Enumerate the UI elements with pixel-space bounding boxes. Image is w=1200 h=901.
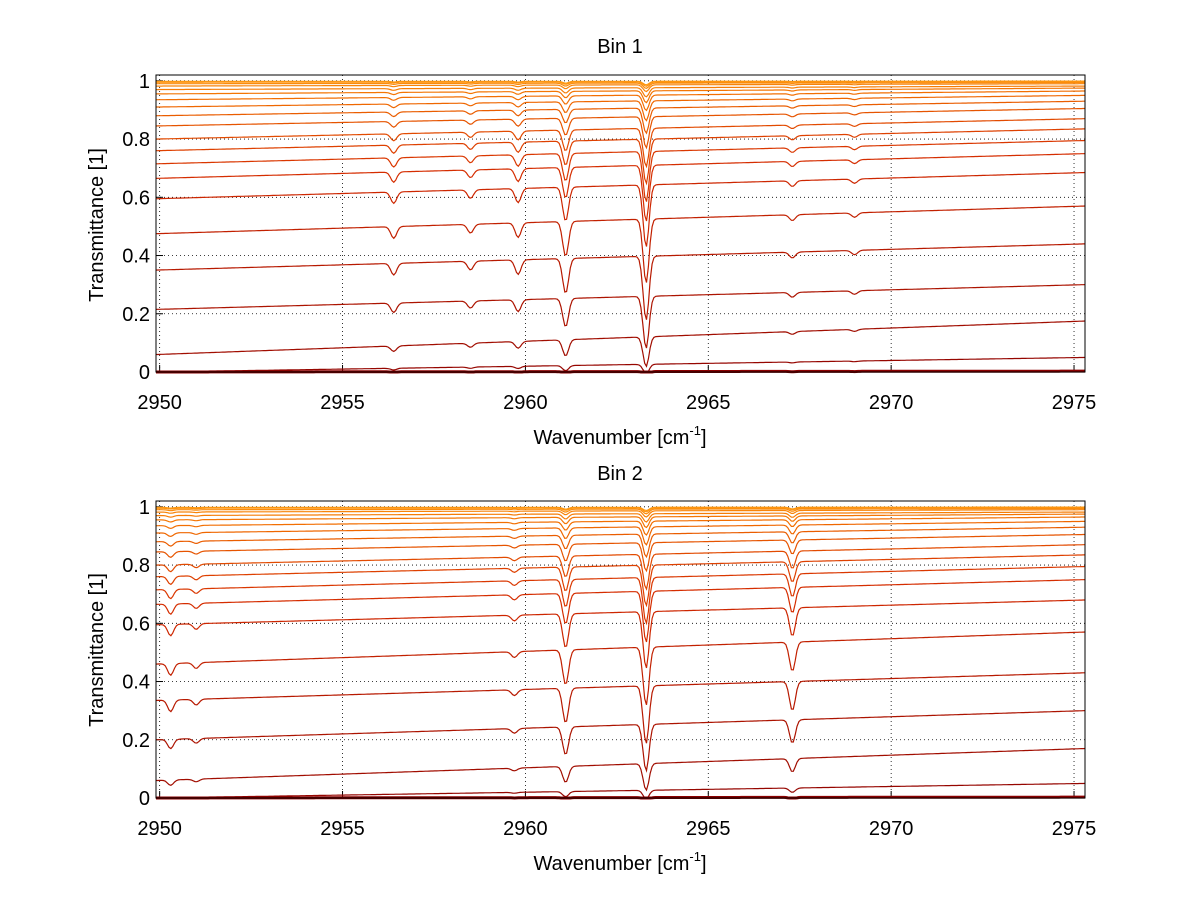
x-tick-label: 2975 (1052, 818, 1097, 840)
chart-panel-bin-2: Bin 2 2950 2955 2960 2965 2970 2975 0 0.2 0.4 0.6… (86, 463, 1096, 875)
x-axis-label-tail: ] (701, 853, 707, 875)
transmittance-series-line (156, 511, 1085, 523)
x-axis-label-superscript: -1 (689, 423, 701, 438)
plot-area (156, 501, 1085, 798)
transmittance-series-line (156, 81, 1085, 87)
transmittance-series-line (155, 516, 1085, 536)
y-tick-label: 0 (139, 788, 150, 810)
x-tick-label: 2970 (869, 818, 914, 840)
transmittance-series-line (155, 153, 1086, 222)
x-axis-label-main: Wavenumber [cm (533, 427, 689, 449)
transmittance-series-line (156, 565, 1086, 626)
axes-frame (155, 74, 1086, 373)
transmittance-series-line (156, 520, 1085, 546)
y-tick-label: 0.2 (122, 304, 150, 326)
transmittance-series-line (156, 83, 1085, 93)
axes-frame (155, 500, 1086, 799)
transmittance-series-line (156, 139, 1086, 202)
transmittance-series-line (156, 320, 1086, 368)
y-tick-label: 0.8 (122, 129, 150, 151)
x-tick-label: 2955 (320, 392, 365, 414)
x-tick-label: 2965 (686, 818, 731, 840)
transmittance-series-line (156, 85, 1085, 98)
transmittance-series-line (156, 82, 1085, 89)
transmittance-series-line (155, 100, 1085, 135)
tick-labels: 2950 2955 2960 2965 2970 2975 0 0.2 0.4 0.6 0.8 1 (122, 71, 1096, 414)
transmittance-series-line (156, 356, 1086, 373)
transmittance-series-line (155, 631, 1086, 705)
transmittance-series-line (155, 599, 1085, 669)
transmittance-series-line (155, 526, 1085, 559)
transmittance-series-line (156, 87, 1085, 104)
transmittance-series-line (155, 243, 1085, 320)
transmittance-series-line (155, 284, 1086, 349)
plot-area (156, 75, 1085, 372)
transmittance-series-line (156, 513, 1085, 529)
transmittance-series-line (155, 544, 1085, 591)
x-tick-label: 2950 (137, 818, 182, 840)
transmittance-series-line (156, 508, 1085, 515)
y-tick-label: 0 (139, 362, 150, 384)
tick-labels: 2950 2955 2960 2965 2970 2975 0 0.2 0.4 0.6 0.8 1 (122, 497, 1096, 840)
transmittance-series-line (156, 509, 1085, 518)
y-tick-label: 0.6 (122, 187, 150, 209)
transmittance-series-line (156, 554, 1085, 608)
x-tick-label: 2965 (686, 392, 731, 414)
y-tick-label: 0.4 (122, 672, 150, 694)
y-axis-label: Transmittance [1] (86, 573, 108, 727)
y-tick-label: 1 (139, 71, 150, 93)
transmittance-series-line (155, 118, 1085, 169)
x-tick-label: 2975 (1052, 392, 1097, 414)
y-tick-label: 0.8 (122, 555, 150, 577)
x-axis-label-superscript: -1 (689, 849, 701, 864)
y-axis-label: Transmittance [1] (86, 148, 108, 302)
transmittance-series-line (155, 205, 1086, 283)
transmittance-series-line (156, 94, 1085, 122)
transmittance-series-line (155, 90, 1085, 112)
x-tick-label: 2960 (503, 392, 548, 414)
x-axis-label: Wavenumber [cm-1] (533, 849, 706, 875)
transmittance-series-line (155, 579, 1086, 643)
x-axis-label: Wavenumber [cm-1] (533, 423, 706, 449)
y-tick-label: 0.6 (122, 613, 150, 635)
transmittance-series-line (156, 747, 1086, 792)
chart-title: Bin 1 (597, 36, 643, 58)
transmittance-series-line (155, 710, 1086, 773)
chart-title: Bin 2 (597, 463, 643, 485)
transmittance-series-line (155, 171, 1086, 247)
x-tick-label: 2970 (869, 392, 914, 414)
x-tick-label: 2960 (503, 818, 548, 840)
transmittance-series-line (156, 80, 1085, 86)
x-tick-label: 2955 (320, 818, 365, 840)
transmittance-series-line (156, 128, 1085, 186)
y-tick-label: 1 (139, 497, 150, 519)
y-tick-label: 0.4 (122, 246, 150, 268)
transmittance-series-line (155, 107, 1085, 150)
transmittance-series-line (155, 672, 1085, 744)
y-tick-label: 0.2 (122, 730, 150, 752)
transmittance-series-line (156, 782, 1086, 799)
x-tick-label: 2950 (137, 392, 182, 414)
chart-panel-bin-1: Bin 1 2950 2955 2960 2965 2970 2975 0 0.2 0.4 0.6… (86, 36, 1096, 449)
x-axis-label-tail: ] (701, 427, 707, 449)
x-axis-label-main: Wavenumber [cm (533, 853, 689, 875)
transmittance-series-line (156, 507, 1085, 513)
transmittance-series-line (155, 533, 1085, 573)
